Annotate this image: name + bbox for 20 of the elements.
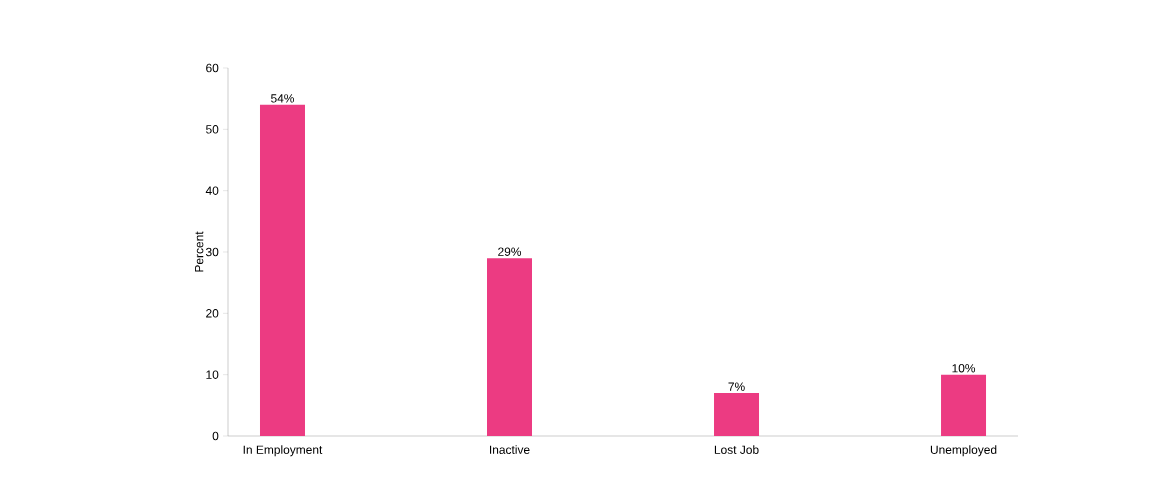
y-tick-label: 0 xyxy=(212,431,219,441)
data-label: 29% xyxy=(498,247,522,256)
y-tick-label: 20 xyxy=(206,309,219,318)
bar xyxy=(487,258,532,436)
y-tick-label: 30 xyxy=(205,247,219,257)
data-label: 54% xyxy=(271,94,295,103)
y-tick-label: 40 xyxy=(205,186,219,195)
data-label: 10% xyxy=(952,364,976,373)
bar xyxy=(941,374,987,436)
x-tick-label: In Employment xyxy=(243,445,323,457)
x-tick-label: Lost Job xyxy=(714,445,759,454)
x-tick-label: Inactive xyxy=(490,445,530,454)
bar xyxy=(714,393,760,436)
y-axis-title: Percent xyxy=(195,231,204,272)
y-tick-label: 60 xyxy=(206,63,219,73)
bar xyxy=(259,104,305,436)
x-tick-label: Unemployed xyxy=(930,445,997,457)
y-tick-label: 10 xyxy=(206,370,219,379)
y-tick-label: 50 xyxy=(206,125,219,134)
data-label: 7% xyxy=(728,382,745,391)
